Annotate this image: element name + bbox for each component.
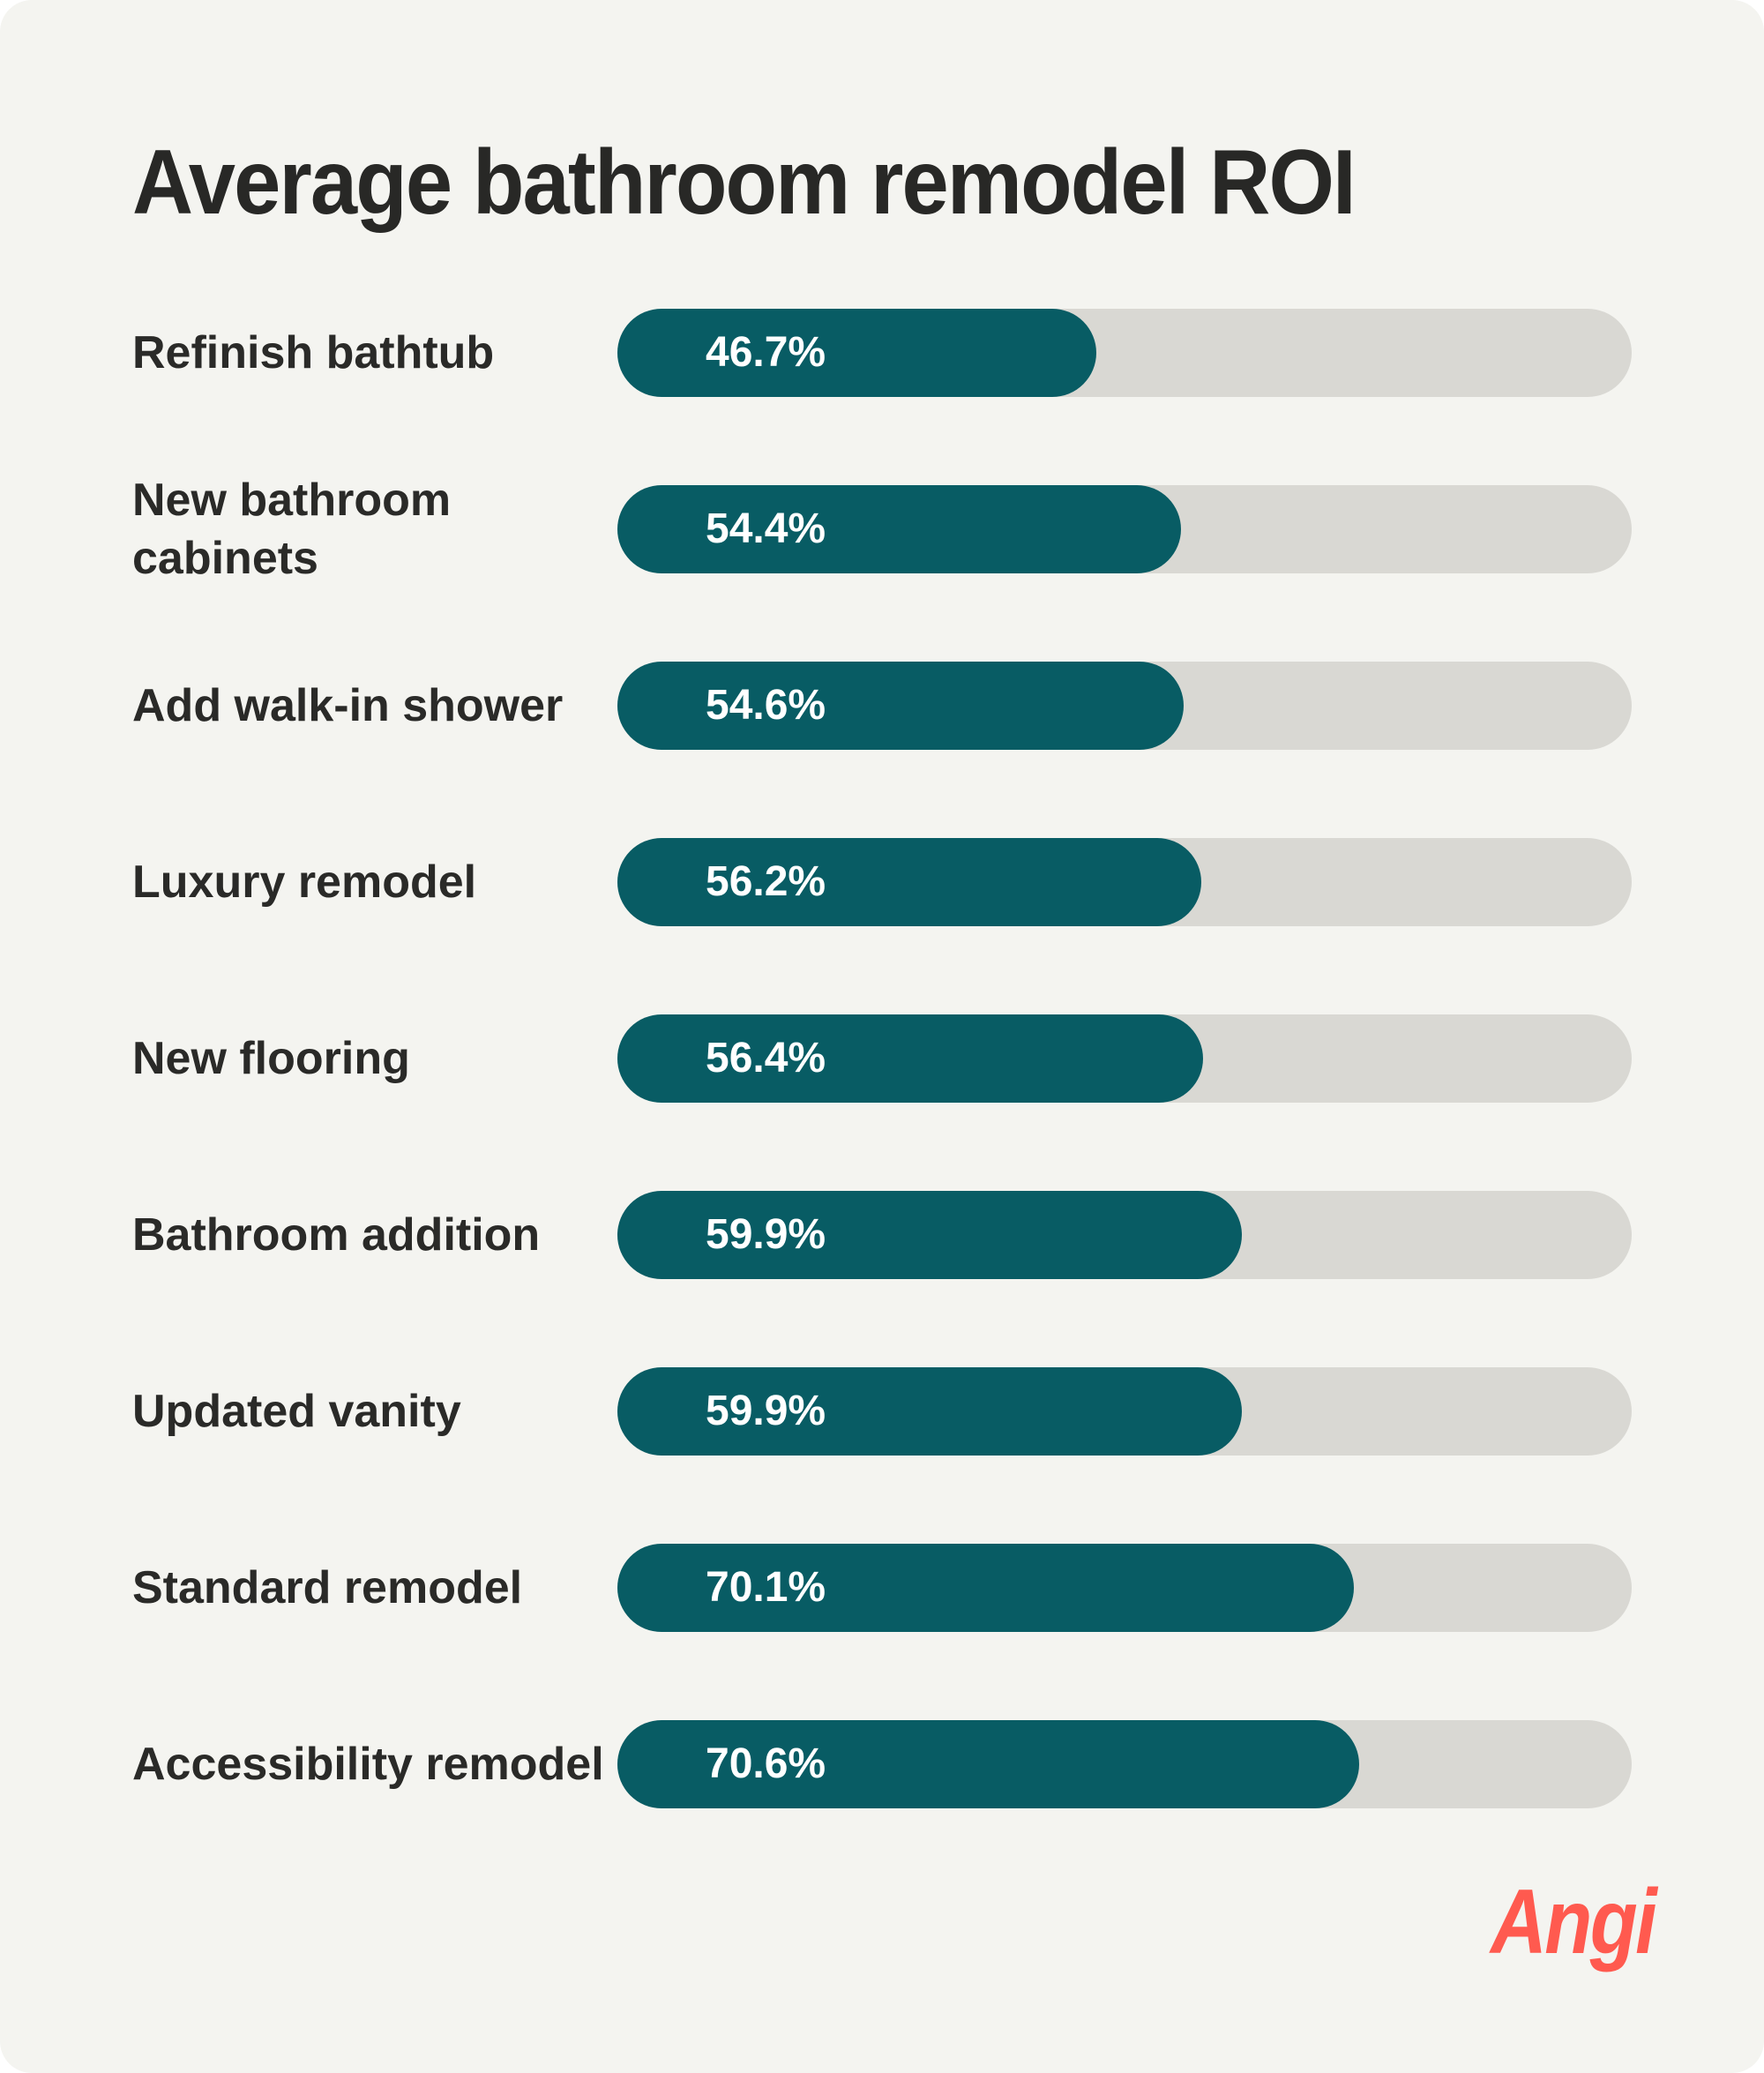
bar-value: 54.4% <box>706 505 826 552</box>
bar-track: 59.9% <box>617 1191 1632 1279</box>
bar-value: 59.9% <box>706 1388 826 1434</box>
bar-fill: 56.4% <box>617 1014 1203 1103</box>
bar-row: Standard remodel 70.1% <box>0 1544 1764 1632</box>
chart-title: Average bathroom remodel ROI <box>132 131 1357 234</box>
bar-row: Luxury remodel 56.2% <box>0 838 1764 926</box>
bar-value: 56.2% <box>706 858 826 905</box>
bar-track: 70.1% <box>617 1544 1632 1632</box>
bar-track: 70.6% <box>617 1720 1632 1808</box>
bar-fill: 59.9% <box>617 1191 1242 1279</box>
bar-value: 46.7% <box>706 329 826 376</box>
bar-track: 56.2% <box>617 838 1632 926</box>
bar-label: Add walk-in shower <box>132 680 564 731</box>
bar-track: 54.6% <box>617 662 1632 750</box>
bar-track: 46.7% <box>617 309 1632 397</box>
bar-label: Bathroom addition <box>132 1209 541 1261</box>
bar-label: Refinish bathtub <box>132 327 495 378</box>
bar-label: New bathroom cabinets <box>132 475 452 584</box>
bar-label: Luxury remodel <box>132 857 477 908</box>
bar-fill: 70.6% <box>617 1720 1359 1808</box>
bar-label: Accessibility remodel <box>132 1739 604 1790</box>
bar-row: New flooring 56.4% <box>0 1014 1764 1103</box>
bar-label: New flooring <box>132 1033 410 1084</box>
bar-fill: 56.2% <box>617 838 1201 926</box>
bar-fill: 54.4% <box>617 485 1181 573</box>
bar-row: Refinish bathtub 46.7% <box>0 309 1764 397</box>
bar-row: Add walk-in shower 54.6% <box>0 662 1764 750</box>
bar-fill: 70.1% <box>617 1544 1354 1632</box>
bar-label: Updated vanity <box>132 1386 461 1437</box>
angi-logo: Angi <box>1491 1871 1657 1973</box>
bar-row: Bathroom addition 59.9% <box>0 1191 1764 1279</box>
bar-value: 70.6% <box>706 1740 826 1787</box>
bar-track: 56.4% <box>617 1014 1632 1103</box>
bar-track: 59.9% <box>617 1367 1632 1456</box>
bar-row: Accessibility remodel 70.6% <box>0 1720 1764 1808</box>
bar-row: New bathroom cabinets 54.4% <box>0 475 1764 584</box>
bar-track: 54.4% <box>617 485 1632 573</box>
bar-label: Standard remodel <box>132 1562 523 1613</box>
bar-fill: 59.9% <box>617 1367 1242 1456</box>
bar-fill: 46.7% <box>617 309 1096 397</box>
bar-row: Updated vanity 59.9% <box>0 1367 1764 1456</box>
bar-fill: 54.6% <box>617 662 1184 750</box>
bar-value: 70.1% <box>706 1564 826 1611</box>
bar-value: 56.4% <box>706 1035 826 1081</box>
bar-value: 59.9% <box>706 1211 826 1258</box>
bar-value: 54.6% <box>706 682 826 729</box>
